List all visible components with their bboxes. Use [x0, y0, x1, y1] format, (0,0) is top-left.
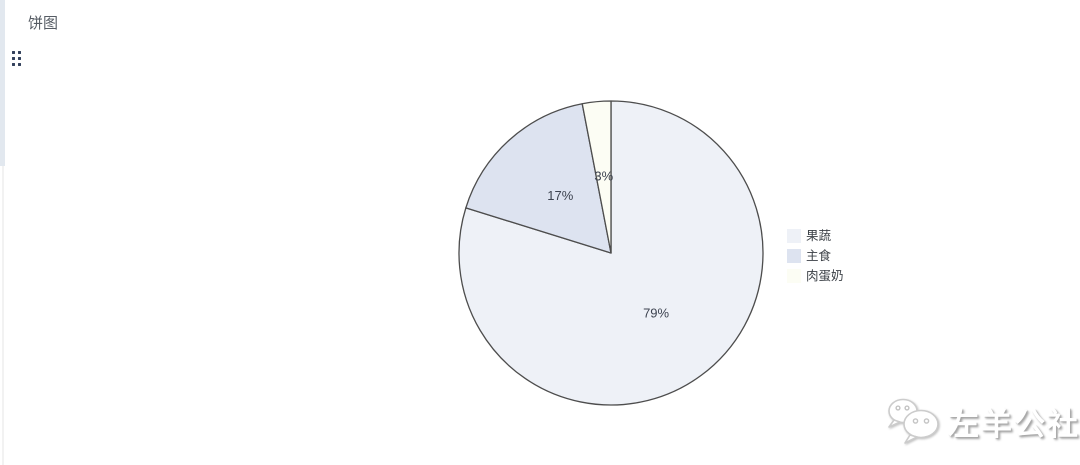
drag-handle-icon[interactable] [12, 51, 21, 66]
watermark: 左羊公社 [884, 396, 1080, 446]
pie-slice-label-肉蛋奶: 3% [594, 169, 613, 184]
legend-label: 果蔬 [806, 229, 832, 243]
legend-swatch [787, 229, 801, 243]
scrollbar-thumb[interactable] [0, 0, 5, 166]
chart-title: 饼图 [28, 15, 59, 32]
legend-swatch [787, 269, 801, 283]
legend-label: 肉蛋奶 [806, 269, 844, 283]
pie-slice-label-果蔬: 79% [643, 306, 669, 321]
wechat-logo-icon [888, 398, 939, 444]
legend-item-肉蛋奶[interactable]: 肉蛋奶 [787, 266, 844, 286]
legend-label: 主食 [806, 249, 832, 263]
panel-left-border [2, 0, 4, 465]
pie-slice-label-主食: 17% [547, 188, 573, 203]
pie-slice-主食[interactable] [465, 103, 612, 254]
watermark-text: 左羊公社 [948, 406, 1080, 442]
legend-item-主食[interactable]: 主食 [787, 246, 844, 266]
pie-slice-肉蛋奶[interactable] [581, 100, 612, 254]
chart-legend: 果蔬 主食 肉蛋奶 [787, 226, 844, 286]
legend-item-果蔬[interactable]: 果蔬 [787, 226, 844, 246]
legend-swatch [787, 249, 801, 263]
